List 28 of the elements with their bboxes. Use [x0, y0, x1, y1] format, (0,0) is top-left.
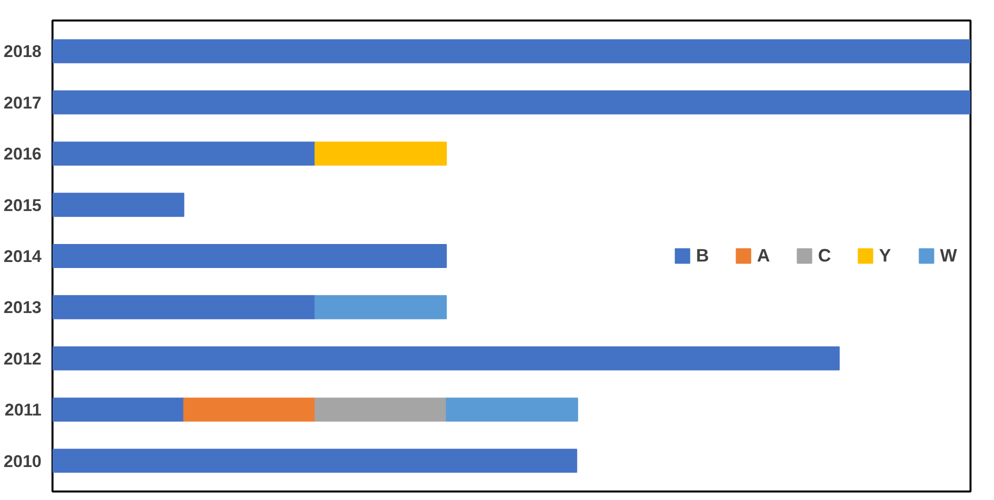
bar [52, 398, 184, 422]
y-tick-label: 2015 [4, 196, 42, 215]
y-tick-label: 2018 [4, 42, 42, 62]
legend-label: A [757, 245, 771, 266]
y-tick-label: 2016 [4, 144, 42, 164]
bar [314, 398, 447, 422]
legend-label: B [696, 245, 710, 266]
bar [52, 244, 447, 268]
bar [52, 295, 316, 320]
legend-label: W [940, 245, 958, 266]
y-tick-label: 2012 [4, 349, 42, 368]
bar [183, 398, 316, 422]
legend-label: C [818, 245, 832, 266]
bar [52, 39, 970, 64]
legend-label: Y [879, 245, 892, 266]
y-tick-label: 2011 [4, 400, 42, 420]
bar [52, 346, 840, 370]
bar [314, 142, 447, 166]
bar [52, 192, 184, 217]
bar [52, 90, 970, 114]
bar [52, 142, 316, 166]
y-tick-label: 2017 [4, 93, 42, 112]
bar [314, 295, 447, 320]
bar [446, 398, 578, 422]
y-tick-label: 2014 [4, 247, 42, 266]
y-tick-label: 2010 [4, 452, 42, 471]
y-tick-label: 2013 [4, 298, 42, 318]
bar [52, 448, 578, 473]
